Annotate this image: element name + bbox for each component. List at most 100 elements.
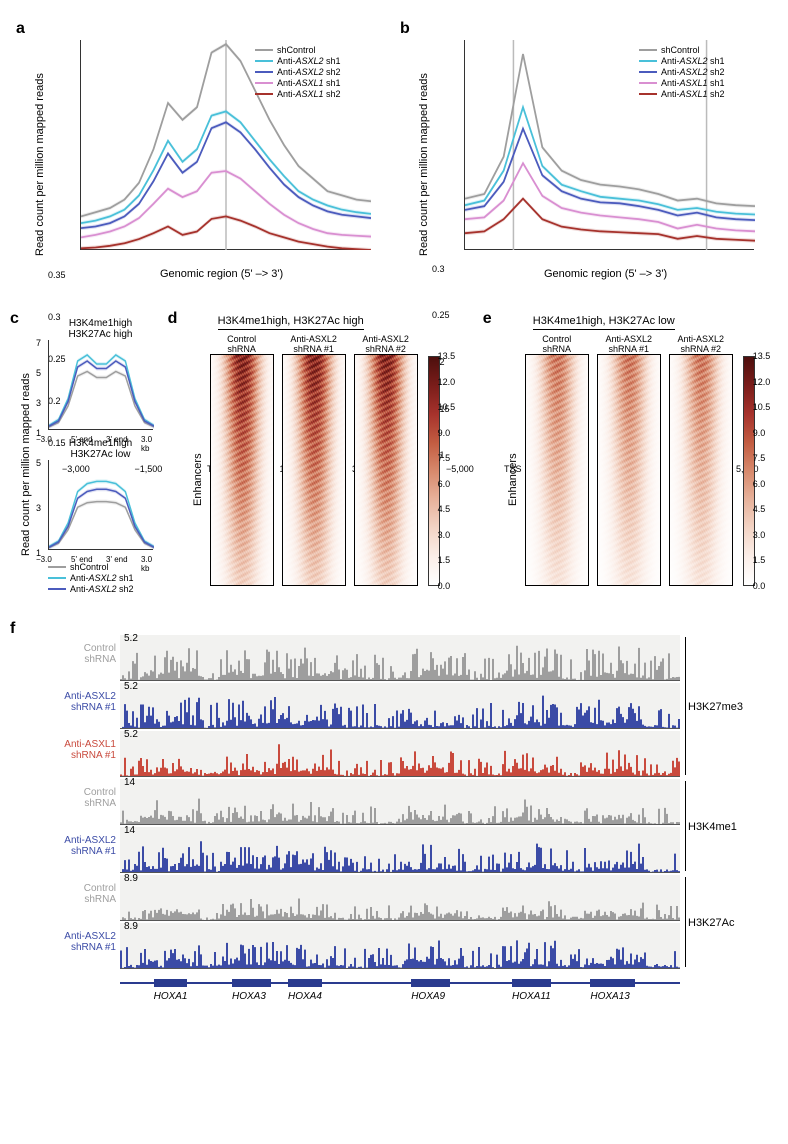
genome-track: Anti-ASXL1shRNA #15.2 [120, 731, 680, 777]
colorbar-tick: 0.0 [753, 581, 766, 591]
legend-item: Anti-ASXL2 sh2 [639, 67, 725, 77]
gene-name: HOXA1 [154, 991, 188, 1002]
xlabel-a: Genomic region (5' –> 3') [160, 268, 283, 280]
heatmap-strip [210, 354, 274, 586]
legend-text: Anti-ASXL1 sh1 [661, 78, 725, 88]
legend-swatch [255, 60, 273, 62]
gene-name: HOXA13 [590, 991, 629, 1002]
colorbar-tick: 7.5 [438, 453, 451, 463]
subpanel-title: H3K27Ac high [48, 329, 153, 340]
gene-exon [232, 979, 271, 987]
heatmap-title: shRNA #2 [667, 344, 735, 354]
legend-swatch [255, 71, 273, 73]
panel-d: d H3K4me1high, H3K27Ac high Enhancers Co… [168, 310, 463, 610]
mark-label: H3K4me1 [688, 821, 737, 833]
track-label: ControlshRNA [46, 643, 116, 665]
panel-e: e H3K4me1high, H3K27Ac low Enhancers Con… [483, 310, 778, 610]
legend-text: Anti-ASXL1 sh2 [661, 89, 725, 99]
tick-label: 0.3 [432, 264, 445, 274]
mark-label: H3K27me3 [688, 701, 743, 713]
legend-item: Anti-ASXL2 sh2 [48, 584, 134, 594]
colorbar-tick: 12.0 [753, 377, 771, 387]
mark-label: H3K27Ac [688, 917, 734, 929]
colorbar-tick: 1.5 [753, 555, 766, 565]
heatmap-title: Control [523, 334, 591, 344]
colorbar-tick: 13.5 [753, 351, 771, 361]
legend-text: Anti-ASXL2 sh1 [661, 56, 725, 66]
colorbar-tick: 10.5 [438, 402, 456, 412]
plot-c [49, 460, 154, 550]
legend-a: shControlAnti-ASXL2 sh1Anti-ASXL2 sh2Ant… [255, 45, 341, 100]
panel-label-f: f [10, 620, 15, 638]
gene-exon [154, 979, 188, 987]
legend-c: shControlAnti-ASXL2 sh1Anti-ASXL2 sh2 [48, 562, 134, 595]
panel-label-c: c [10, 310, 19, 328]
colorbar-tick: 6.0 [753, 479, 766, 489]
genome-track: Anti-ASXL2shRNA #114 [120, 827, 680, 873]
figure: a Read count per million mapped reads Ge… [0, 0, 788, 1060]
genome-track: Anti-ASXL2shRNA #15.2 [120, 683, 680, 729]
legend-text: Anti-ASXL1 sh2 [277, 89, 341, 99]
legend-swatch [639, 49, 657, 51]
colorbar [743, 356, 755, 586]
track-plot [120, 924, 680, 968]
legend-item: Anti-ASXL2 sh1 [48, 573, 134, 583]
subpanel-title: H3K27Ac low [48, 449, 153, 460]
legend-b: shControlAnti-ASXL2 sh1Anti-ASXL2 sh2Ant… [639, 45, 725, 100]
colorbar [428, 356, 440, 586]
heatmap-strip [282, 354, 346, 586]
legend-item: Anti-ASXL2 sh1 [255, 56, 341, 66]
tick-label: 5 [36, 368, 41, 378]
legend-item: Anti-ASXL1 sh2 [255, 89, 341, 99]
legend-swatch [639, 93, 657, 95]
chart-area-c [48, 340, 153, 430]
heatmap-title: Anti-ASXL2 [595, 334, 663, 344]
track-label: Anti-ASXL2shRNA #1 [46, 835, 116, 857]
panel-label-d: d [168, 310, 178, 328]
side-label-d: Enhancers [192, 426, 204, 506]
subpanel-title: H3K4me1high [48, 318, 153, 329]
gene-exon [512, 979, 551, 987]
gene-name: HOXA3 [232, 991, 266, 1002]
tick-label: 3.0 kb [141, 555, 153, 573]
colorbar-tick: 7.5 [753, 453, 766, 463]
genome-track: ControlshRNA8.9 [120, 875, 680, 921]
panel-c-subpanels: H3K4me1highH3K27Ac high1357−3.05' end3' … [48, 318, 153, 558]
legend-swatch [255, 82, 273, 84]
gene-name: HOXA4 [288, 991, 322, 1002]
legend-text: Anti-ASXL2 sh2 [661, 67, 725, 77]
plot-c [49, 340, 154, 430]
legend-text: shControl [277, 45, 316, 55]
legend-item: Anti-ASXL1 sh1 [255, 78, 341, 88]
legend-item: Anti-ASXL1 sh2 [639, 89, 725, 99]
colorbar-tick: 9.0 [753, 428, 766, 438]
legend-swatch [255, 93, 273, 95]
group-title-e: H3K4me1high, H3K27Ac low [533, 315, 675, 330]
genome-track: Anti-ASXL2shRNA #18.9 [120, 923, 680, 969]
tick-label: 3 [36, 398, 41, 408]
gene-name: HOXA9 [411, 991, 445, 1002]
panel-a: a Read count per million mapped reads Ge… [10, 20, 394, 300]
track-label: ControlshRNA [46, 883, 116, 905]
track-label: Anti-ASXL2shRNA #1 [46, 691, 116, 713]
track-label: Anti-ASXL2shRNA #1 [46, 931, 116, 953]
heatmap-title: shRNA [208, 344, 276, 354]
heatmap-strip [525, 354, 589, 586]
heatmap-strip [669, 354, 733, 586]
track-plot [120, 876, 680, 920]
track-label: ControlshRNA [46, 787, 116, 809]
legend-item: Anti-ASXL2 sh1 [639, 56, 725, 66]
track-plot [120, 636, 680, 680]
side-label-e: Enhancers [507, 426, 519, 506]
track-plot [120, 780, 680, 824]
track-plot [120, 732, 680, 776]
xlabel-b: Genomic region (5' –> 3') [544, 268, 667, 280]
ylabel-b: Read count per million mapped reads [418, 36, 430, 256]
colorbar-tick: 0.0 [438, 581, 451, 591]
panel-label-b: b [400, 20, 410, 38]
legend-swatch [48, 588, 66, 590]
heatmap-strip [597, 354, 661, 586]
legend-text: Anti-ASXL2 sh1 [70, 573, 134, 583]
legend-text: Anti-ASXL2 sh1 [277, 56, 341, 66]
tick-label: 0.35 [48, 270, 66, 280]
